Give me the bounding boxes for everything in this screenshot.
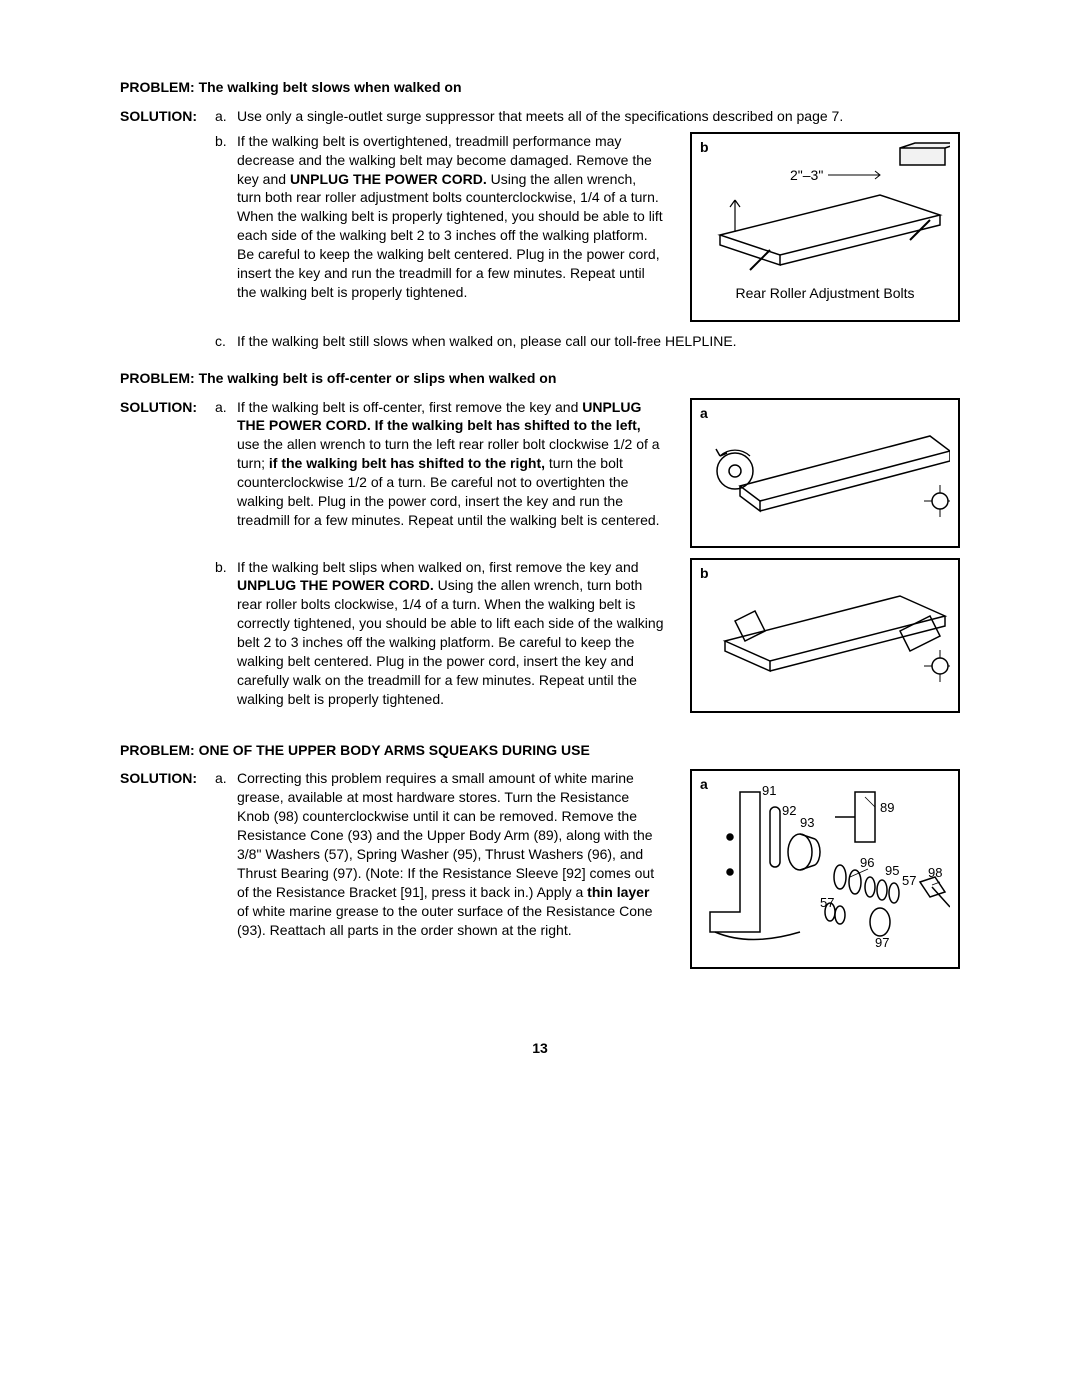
bullet-letter-b: b. [215, 132, 237, 151]
problem-text: The walking belt is off-center or slips … [199, 370, 557, 386]
solution-1a-row: SOLUTION: a. Use only a single-outlet su… [120, 107, 960, 126]
problem-label: PROBLEM: [120, 79, 195, 95]
bullet-letter-a: a. [215, 398, 237, 417]
solution-1b-text: If the walking belt is overtightened, tr… [237, 132, 676, 302]
solution-label: SOLUTION: [120, 398, 215, 417]
part-label-57b: 57 [820, 895, 834, 910]
bullet-letter-a: a. [215, 769, 237, 788]
bullet-letter-c: c. [215, 332, 237, 351]
figure-3a: a [690, 769, 960, 969]
rear-roller-diagram-icon: 2"–3" [700, 140, 950, 280]
problem-1-heading: PROBLEM: The walking belt slows when wal… [120, 78, 960, 97]
part-label-96: 96 [860, 855, 874, 870]
problem-text: The walking belt slows when walked on [199, 79, 462, 95]
solution-3a-block: SOLUTION: a. Correcting this problem req… [120, 769, 960, 979]
figure-1b: b 2"–3" Rear Roller Adjustment Bolts [690, 132, 960, 322]
solution-1a-text: Use only a single-outlet surge suppresso… [237, 107, 960, 126]
part-label-57a: 57 [902, 873, 916, 888]
figure-2b: b [690, 558, 960, 713]
bullet-letter-b: b. [215, 558, 237, 577]
solution-3a-text: Correcting this problem requires a small… [237, 769, 676, 939]
solution-2a-block: SOLUTION: a. If the walking belt is off-… [120, 398, 960, 558]
bullet-letter-a: a. [215, 107, 237, 126]
part-label-93: 93 [800, 815, 814, 830]
problem-2-heading: PROBLEM: The walking belt is off-center … [120, 369, 960, 388]
figure-2b-label: b [700, 564, 709, 583]
upper-body-arm-diagram-icon: 91 92 93 89 96 95 57 98 57 97 [700, 777, 950, 952]
part-label-89: 89 [880, 800, 894, 815]
solution-1c-row: c. If the walking belt still slows when … [120, 332, 960, 351]
problem-3-heading: PROBLEM: ONE OF THE UPPER BODY ARMS SQUE… [120, 741, 960, 760]
solution-label: SOLUTION: [120, 769, 215, 788]
fig-dim-text: 2"–3" [790, 167, 823, 183]
solution-2b-text: If the walking belt slips when walked on… [237, 558, 676, 709]
part-label-91: 91 [762, 783, 776, 798]
figure-1b-caption: Rear Roller Adjustment Bolts [700, 284, 950, 303]
problem-label: PROBLEM: [120, 742, 195, 758]
figure-2a-label: a [700, 404, 708, 423]
figure-2a: a [690, 398, 960, 548]
part-label-92: 92 [782, 803, 796, 818]
page-number: 13 [120, 1039, 960, 1058]
solution-1c-text: If the walking belt still slows when wal… [237, 332, 960, 351]
problem-label: PROBLEM: [120, 370, 195, 386]
solution-label: SOLUTION: [120, 107, 215, 126]
problem-text: ONE OF THE UPPER BODY ARMS SQUEAKS DURIN… [199, 742, 590, 758]
belt-slip-diagram-icon [700, 566, 950, 691]
solution-2a-text: If the walking belt is off-center, first… [237, 398, 676, 530]
solution-2b-block: b. If the walking belt slips when walked… [120, 558, 960, 723]
belt-offcenter-diagram-icon [700, 406, 950, 526]
figure-1b-label: b [700, 138, 709, 157]
part-label-98: 98 [928, 865, 942, 880]
part-label-97: 97 [875, 935, 889, 950]
part-label-95: 95 [885, 863, 899, 878]
figure-3a-label: a [700, 775, 708, 794]
solution-1b-block: b. If the walking belt is overtightened,… [120, 132, 960, 332]
